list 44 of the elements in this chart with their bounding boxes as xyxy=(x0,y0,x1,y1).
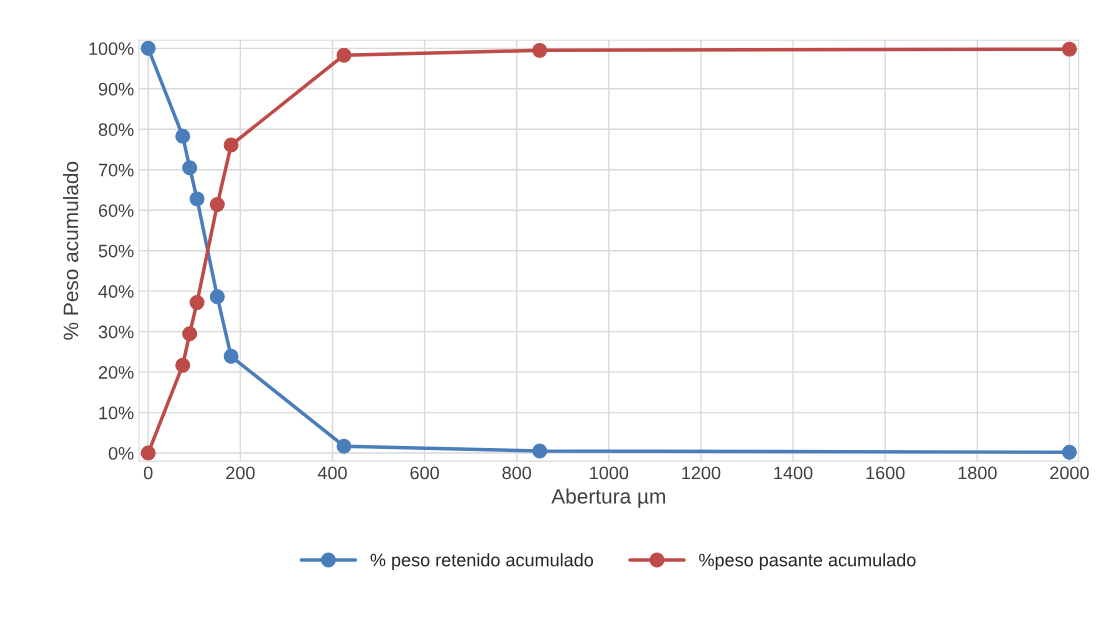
point xyxy=(175,128,191,144)
point xyxy=(189,295,205,310)
y-axis-title: % Peso acumulado xyxy=(62,161,79,340)
y-tick-label: 100% xyxy=(89,42,134,56)
y-tick-label: 40% xyxy=(98,285,134,298)
point xyxy=(209,197,225,213)
y-tick-label: 20% xyxy=(98,366,134,379)
x-tick-label: 1200 xyxy=(682,466,721,480)
x-tick-label: 0 xyxy=(143,466,153,480)
y-tick-label: 70% xyxy=(98,163,134,177)
point xyxy=(140,40,156,56)
y-tick-label: 50% xyxy=(98,244,134,258)
x-tick-label: 1000 xyxy=(590,466,629,480)
point xyxy=(223,348,239,364)
point xyxy=(532,42,548,58)
x-tick-label: 400 xyxy=(317,466,347,480)
point xyxy=(336,438,352,454)
x-tick-label: 1800 xyxy=(958,466,997,480)
point xyxy=(336,47,352,63)
point xyxy=(175,357,191,373)
x-tick-label: 600 xyxy=(410,466,439,480)
y-tick-label: 30% xyxy=(98,325,134,339)
point xyxy=(1061,444,1077,460)
x-axis-title: Abertura µm xyxy=(551,488,665,508)
y-tick-label: 60% xyxy=(98,204,134,217)
point xyxy=(189,191,205,207)
point xyxy=(223,137,239,153)
legend-label: % peso retenido acumulado xyxy=(370,553,594,570)
y-tick-label: 90% xyxy=(98,82,134,96)
point xyxy=(209,289,225,305)
x-tick-label: 1400 xyxy=(774,466,813,480)
x-tick-label: 1600 xyxy=(866,466,905,480)
y-tick-label: 80% xyxy=(98,123,134,136)
y-tick-label: 0% xyxy=(108,446,134,460)
point xyxy=(140,445,156,461)
x-tick-label: 2000 xyxy=(1050,466,1089,480)
point xyxy=(182,326,198,342)
point xyxy=(182,160,198,176)
point xyxy=(532,443,548,459)
x-tick-label: 800 xyxy=(502,466,532,480)
y-tick-label: 10% xyxy=(99,406,134,420)
x-tick-label: 200 xyxy=(226,466,255,480)
point xyxy=(1061,41,1077,57)
legend-label: %peso pasante acumulado xyxy=(699,553,916,570)
